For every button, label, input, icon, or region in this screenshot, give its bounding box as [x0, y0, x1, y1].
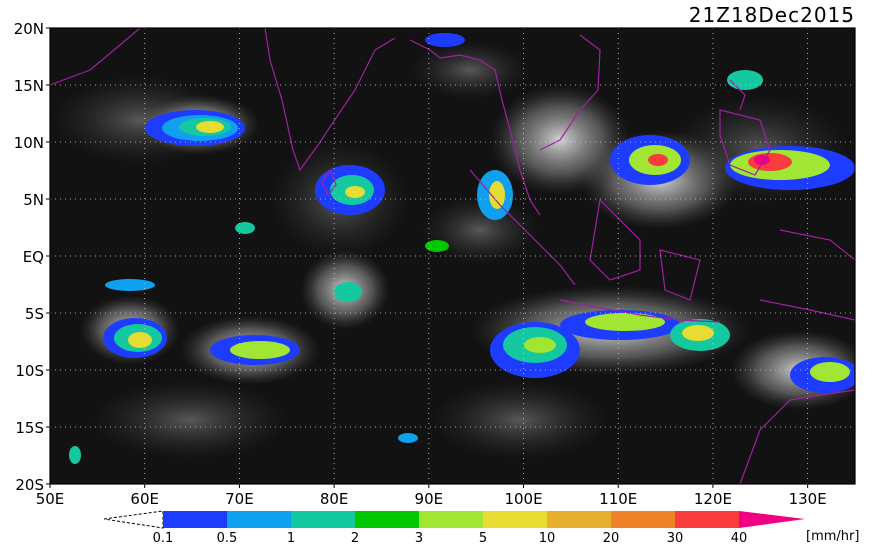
colorbar-segment [547, 511, 611, 528]
colorbar-segment [291, 511, 355, 528]
colorbar-unit-label: [mm/hr] [806, 529, 859, 544]
colorbar-tick-label: 2 [351, 531, 359, 545]
colorbar-tick-label: 0.1 [153, 531, 174, 545]
colorbar-segment [227, 511, 291, 528]
lon-label: 50E [36, 490, 65, 508]
lon-label: 100E [504, 490, 542, 508]
colorbar-tick-label: 0.5 [217, 531, 238, 545]
lon-label: 60E [130, 490, 159, 508]
lon-label: 110E [599, 490, 637, 508]
graticule [50, 28, 855, 484]
lat-label: EQ [23, 248, 44, 266]
colorbar-tick-label: 10 [539, 531, 556, 545]
lat-label: 15S [15, 419, 44, 437]
colorbar-segment [675, 511, 739, 528]
colorbar-segment [419, 511, 483, 528]
lon-label: 120E [694, 490, 732, 508]
colorbar-segment [483, 511, 547, 528]
lon-label: 80E [320, 490, 349, 508]
latitude-labels: 20N 15N 10N 5N EQ 5S 10S 15S 20S [14, 20, 50, 494]
map-area [50, 28, 855, 484]
colorbar-segment [355, 511, 419, 528]
colorbar-tick-label: 5 [479, 531, 487, 545]
lat-label: 20S [15, 476, 44, 494]
lat-label: 20N [14, 20, 44, 38]
timestamp-label: 21Z18Dec2015 [689, 3, 855, 27]
lat-label: 10S [15, 362, 44, 380]
longitude-labels: 50E 60E 70E 80E 90E 100E 110E 120E 130E [36, 484, 827, 508]
rain-layer [69, 33, 855, 464]
colorbar: [mm/hr] 0.1 0.5 1 2 3 5 10 20 30 40 [103, 510, 859, 545]
colorbar-tick-label: 20 [603, 531, 620, 545]
coastlines [50, 28, 855, 484]
colorbar-tick-label: 1 [287, 531, 295, 545]
colorbar-tick-label: 30 [667, 531, 684, 545]
lon-label: 90E [415, 490, 444, 508]
colorbar-segment [163, 511, 227, 528]
colorbar-tick-label: 40 [731, 531, 748, 545]
lon-label: 130E [789, 490, 827, 508]
lat-label: 5N [23, 191, 44, 209]
colorbar-tick-label: 3 [415, 531, 423, 545]
lon-label: 70E [225, 490, 254, 508]
colorbar-underflow-triangle [103, 510, 164, 529]
lat-label: 15N [14, 77, 44, 95]
lat-label: 10N [14, 134, 44, 152]
colorbar-overflow-triangle [739, 511, 805, 528]
colorbar-segment [611, 511, 675, 528]
lat-label: 5S [25, 305, 44, 323]
